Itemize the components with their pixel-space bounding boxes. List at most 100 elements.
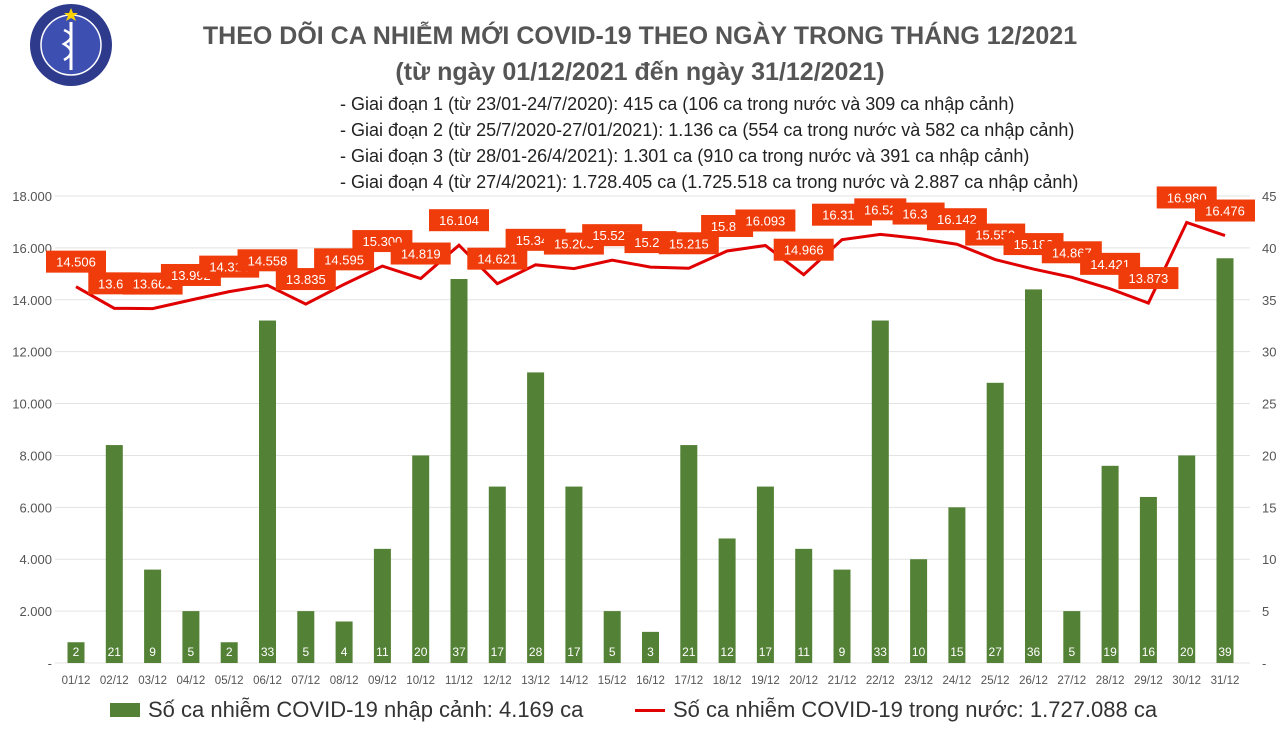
x-tick-label: 06/12	[253, 675, 282, 687]
line-value-label: 14.595	[324, 252, 364, 267]
bar-value-label: 19	[1103, 645, 1117, 659]
bar-value-label: 5	[302, 645, 309, 659]
phase-2: - Giai đoạn 2 (từ 25/7/2020-27/01/2021):…	[340, 120, 1075, 140]
bar	[67, 642, 85, 663]
x-tick-label: 28/12	[1096, 675, 1125, 687]
bar	[910, 559, 928, 663]
bar	[1063, 611, 1081, 663]
bar	[986, 382, 1004, 663]
bar	[412, 455, 430, 663]
x-tick-label: 07/12	[291, 675, 320, 687]
x-tick-label: 30/12	[1172, 675, 1201, 687]
legend-line-swatch	[635, 708, 665, 712]
right-tick-label: -	[1262, 656, 1266, 671]
line-label-box	[773, 238, 834, 261]
line-value-label: 13.835	[286, 272, 326, 287]
line-value-label: 16.36	[902, 207, 935, 222]
right-tick-label: 15	[1262, 500, 1276, 515]
line-label-box	[46, 250, 106, 273]
bar-value-label: 39	[1218, 645, 1232, 659]
line-value-label: 16.476	[1205, 204, 1245, 219]
bar	[871, 320, 889, 663]
right-tick-label: 35	[1262, 293, 1276, 308]
left-tick-label: 16.000	[12, 241, 52, 256]
bar-value-label: 21	[682, 645, 696, 659]
x-tick-label: 12/12	[483, 675, 512, 687]
bar	[1139, 496, 1157, 663]
line-value-label: 16.142	[937, 212, 977, 227]
bar-value-label: 2	[226, 645, 233, 659]
x-tick-label: 03/12	[138, 675, 167, 687]
line-value-label: 15.26	[634, 235, 667, 250]
bar-value-label: 17	[567, 645, 581, 659]
line-value-label: 16.104	[439, 213, 479, 228]
line-value-label: 16.52	[864, 202, 897, 217]
x-tick-label: 01/12	[62, 675, 91, 687]
line-label-box	[735, 209, 796, 232]
bar	[565, 486, 583, 663]
line-label-box	[237, 249, 298, 272]
bar	[297, 611, 315, 663]
line-label-box	[275, 268, 336, 291]
bar	[105, 445, 123, 663]
x-tick-label: 16/12	[636, 675, 665, 687]
bar-value-label: 11	[797, 645, 810, 659]
x-tick-label: 19/12	[751, 675, 780, 687]
bar	[144, 569, 162, 663]
bar-value-label: 9	[149, 645, 156, 659]
bar-value-label: 27	[989, 645, 1003, 659]
x-tick-label: 24/12	[943, 675, 972, 687]
bar	[756, 486, 774, 663]
bar-value-label: 28	[529, 645, 543, 659]
bar	[259, 320, 276, 663]
x-tick-label: 09/12	[368, 675, 397, 687]
bar-value-label: 2	[73, 645, 80, 659]
bar	[335, 621, 353, 663]
bar	[450, 279, 468, 663]
line-value-label: 15.527	[592, 228, 632, 243]
x-tick-label: 15/12	[598, 675, 627, 687]
x-tick-label: 08/12	[330, 675, 359, 687]
x-tick-label: 26/12	[1019, 675, 1048, 687]
bar-value-label: 15	[950, 645, 964, 659]
bar-value-label: 17	[491, 645, 505, 659]
phase-1: - Giai đoạn 1 (từ 23/01-24/7/2020): 415 …	[340, 94, 1015, 114]
right-tick-label: 5	[1262, 604, 1269, 619]
chart-title: THEO DÕI CA NHIỄM MỚI COVID-19 THEO NGÀY…	[202, 22, 1078, 50]
bar	[795, 548, 813, 663]
line-value-label: 14.621	[477, 252, 517, 267]
legend-bars: Số ca nhiễm COVID-19 nhập cảnh: 4.169 ca	[110, 697, 583, 723]
x-tick-label: 27/12	[1057, 675, 1086, 687]
bar-value-label: 5	[1068, 645, 1075, 659]
right-tick-label: 30	[1262, 345, 1276, 360]
bar-value-label: 33	[261, 645, 275, 659]
x-tick-label: 05/12	[215, 675, 244, 687]
line-label-box	[314, 248, 375, 271]
bar	[527, 372, 545, 663]
line-value-label: 16.316	[822, 208, 862, 223]
chart-subtitle: (từ ngày 01/12/2021 đến ngày 31/12/2021)	[395, 58, 885, 86]
x-tick-label: 13/12	[521, 675, 550, 687]
line-value-label: 15.215	[669, 236, 709, 251]
legend-bar-swatch	[110, 703, 140, 717]
legend-line: Số ca nhiễm COVID-19 trong nước: 1.727.0…	[635, 697, 1157, 723]
legend-line-label: Số ca nhiễm COVID-19 trong nước: 1.727.0…	[673, 697, 1158, 722]
bar	[718, 538, 736, 663]
bar	[1216, 258, 1234, 663]
bar-value-label: 16	[1142, 645, 1156, 659]
line-value-label: 14.558	[248, 253, 288, 268]
line-value-label: 13.873	[1129, 271, 1169, 286]
bar	[680, 445, 698, 663]
line-label-box	[1195, 199, 1255, 222]
x-tick-label: 22/12	[866, 675, 895, 687]
right-tick-label: 25	[1262, 397, 1276, 412]
bar	[373, 548, 391, 663]
line-label-box	[658, 232, 719, 255]
bar-value-label: 3	[647, 645, 654, 659]
x-tick-label: 04/12	[177, 675, 206, 687]
left-tick-label: 4.000	[19, 552, 52, 567]
bar	[1101, 465, 1119, 663]
left-tick-label: 6.000	[19, 500, 52, 515]
x-tick-label: 11/12	[445, 675, 473, 687]
x-tick-label: 29/12	[1134, 675, 1163, 687]
